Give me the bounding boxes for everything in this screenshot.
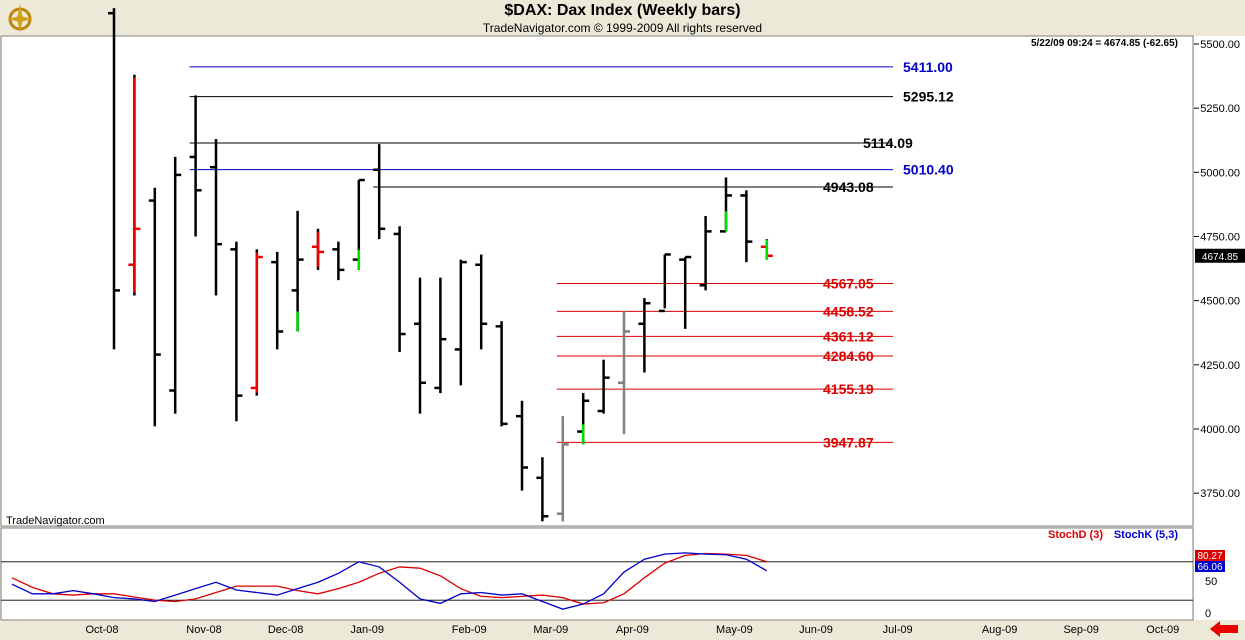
stoch-tick-label: 0 bbox=[1205, 608, 1211, 620]
ohlc-bar-31 bbox=[740, 190, 753, 263]
stochD-value-box bbox=[1195, 550, 1225, 561]
axis-layer: 5500.00 5250.00 5000.00 4750.00 4500.00 4250.… bbox=[85, 39, 1245, 636]
last-price-tag: 4674.85 bbox=[1195, 248, 1245, 263]
last-price-label: 4674.85 bbox=[1202, 252, 1239, 263]
stochD-value-label: 80.27 bbox=[1197, 551, 1222, 562]
ohlc-bar-2 bbox=[148, 187, 161, 427]
ohlc-bar-22 bbox=[556, 416, 569, 522]
price-tick-label: 5500.00 bbox=[1200, 39, 1240, 51]
ohlc-bar-7 bbox=[250, 249, 263, 396]
x-tick-label: Sep-09 bbox=[1063, 624, 1098, 636]
chart-title: $DAX: Dax Index (Weekly bars) bbox=[504, 2, 741, 19]
ohlc-bar-19 bbox=[495, 321, 508, 427]
ohlc-bar-17 bbox=[454, 259, 467, 386]
x-tick-label: Jan-09 bbox=[350, 624, 384, 636]
stochK-value-tag: 66.06 bbox=[1195, 561, 1225, 573]
x-tick-label: May-09 bbox=[716, 624, 753, 636]
stoch-chart-layer bbox=[1, 552, 1193, 610]
level-label-5: 4567.05 bbox=[823, 275, 874, 291]
compass-logo-icon bbox=[7, 4, 33, 32]
level-label-1: 5295.12 bbox=[903, 89, 954, 105]
stochD-value-tag: 80.27 bbox=[1195, 550, 1225, 562]
ohlc-bar-9 bbox=[291, 210, 304, 332]
level-label-4: 4943.08 bbox=[823, 179, 874, 195]
price-tick-label: 4500.00 bbox=[1200, 296, 1240, 308]
ohlc-bar-13 bbox=[373, 144, 386, 240]
x-tick-label: Feb-09 bbox=[452, 624, 487, 636]
price-tick-label: 5250.00 bbox=[1200, 103, 1240, 115]
level-label-2: 5114.09 bbox=[863, 135, 913, 151]
level-label-0: 5411.00 bbox=[903, 59, 953, 75]
x-tick-label: Jun-09 bbox=[799, 624, 833, 636]
watermark: TradeNavigator.com bbox=[6, 515, 105, 527]
scroll-arrow-button[interactable] bbox=[1207, 620, 1243, 639]
legend-stochK: StochK (5,3) bbox=[1114, 529, 1179, 541]
level-label-7: 4361.12 bbox=[823, 328, 874, 344]
ohlc-bar-10 bbox=[312, 228, 324, 270]
ohlc-bar-16 bbox=[434, 277, 447, 394]
ohlc-bar-0 bbox=[108, 8, 120, 350]
level-label-10: 3947.87 bbox=[823, 434, 874, 450]
x-tick-label: Jul-09 bbox=[883, 624, 913, 636]
stochK-value-box bbox=[1195, 561, 1225, 572]
x-tick-label: Oct-09 bbox=[1146, 624, 1179, 636]
ohlc-bar-3 bbox=[169, 156, 182, 414]
price-tick-label: 4000.00 bbox=[1200, 424, 1240, 436]
x-tick-label: Aug-09 bbox=[982, 624, 1017, 636]
chart-subtitle: TradeNavigator.com © 1999-2009 All right… bbox=[482, 21, 763, 35]
ohlc-bar-24 bbox=[597, 359, 610, 414]
level-label-3: 5010.40 bbox=[903, 162, 954, 178]
price-tick-label: 4250.00 bbox=[1200, 360, 1240, 372]
stoch-series-0 bbox=[11, 552, 767, 605]
price-tick-label: 3750.00 bbox=[1200, 488, 1240, 500]
x-tick-label: Mar-09 bbox=[533, 624, 568, 636]
ohlc-bar-5 bbox=[210, 138, 222, 296]
level-label-6: 4458.52 bbox=[823, 303, 874, 319]
price-tick-label: 5000.00 bbox=[1200, 167, 1240, 179]
ohlc-bar-11 bbox=[332, 241, 345, 281]
ohlc-bar-26 bbox=[638, 298, 651, 373]
ohlc-bar-14 bbox=[393, 226, 406, 352]
ohlc-bar-18 bbox=[475, 254, 488, 350]
ohlc-bar-4 bbox=[189, 95, 202, 237]
ohlc-bar-20 bbox=[516, 400, 528, 491]
ohlc-bar-25 bbox=[618, 310, 630, 435]
stoch-tick-label: 50 bbox=[1205, 576, 1217, 588]
ohlc-bar-29 bbox=[699, 215, 712, 291]
quote-readout: 5/22/09 09:24 = 4674.85 (-62.65) bbox=[1031, 38, 1178, 49]
legend-stochD: StochD (3) bbox=[1048, 529, 1103, 541]
stoch-series-1 bbox=[11, 552, 768, 610]
x-tick-label: Apr-09 bbox=[616, 624, 649, 636]
stoch-plot-area bbox=[0, 527, 1194, 621]
ohlc-bar-21 bbox=[536, 457, 549, 522]
x-tick-label: Nov-08 bbox=[186, 624, 221, 636]
level-label-8: 4284.60 bbox=[823, 348, 874, 364]
left-arrow-icon[interactable] bbox=[1210, 621, 1238, 637]
ohlc-bar-8 bbox=[271, 251, 284, 350]
ohlc-bar-1 bbox=[128, 74, 141, 296]
main-plot-area bbox=[0, 35, 1194, 527]
ohlc-bar-12 bbox=[352, 178, 365, 270]
x-tick-label: Oct-08 bbox=[85, 624, 118, 636]
ohlc-bar-32 bbox=[760, 239, 773, 260]
ohlc-bar-28 bbox=[679, 255, 692, 329]
stochK-value-label: 66.06 bbox=[1197, 562, 1222, 573]
level-label-9: 4155.19 bbox=[823, 381, 874, 397]
ohlc-bar-23 bbox=[577, 393, 590, 445]
last-price-box bbox=[1195, 248, 1245, 263]
ohlc-bar-15 bbox=[414, 277, 426, 414]
main-chart-layer: 5411.00 5295.12 5114.09 5010.40 4943.08 4567.… bbox=[108, 8, 954, 522]
x-tick-label: Dec-08 bbox=[268, 624, 303, 636]
ohlc-bar-6 bbox=[230, 241, 243, 422]
ohlc-bar-27 bbox=[658, 253, 671, 313]
price-tick-label: 4750.00 bbox=[1200, 232, 1240, 244]
ohlc-bar-30 bbox=[720, 177, 732, 233]
y-axis-panel bbox=[1194, 36, 1245, 620]
